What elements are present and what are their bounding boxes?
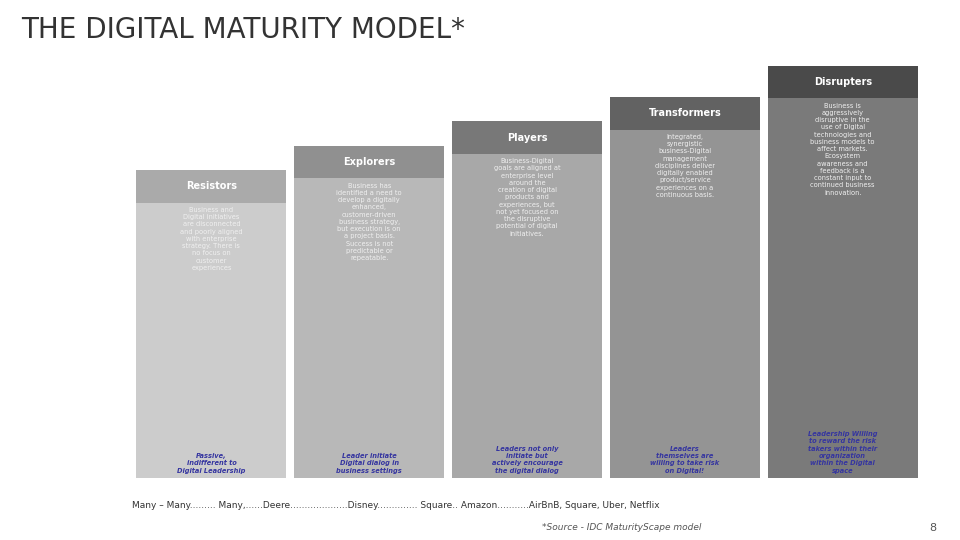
Text: Resistors: Resistors (186, 181, 237, 191)
Bar (768, 98, 918, 478)
Bar (294, 178, 444, 478)
Bar (136, 202, 286, 478)
Text: THE DIGITAL MATURITY MODEL*: THE DIGITAL MATURITY MODEL* (21, 16, 465, 44)
Text: Players: Players (507, 133, 547, 143)
Text: Business-Digital
goals are aligned at
enterprise level
around the
creation of di: Business-Digital goals are aligned at en… (493, 158, 561, 237)
Bar (452, 122, 602, 154)
Text: Explorers: Explorers (343, 157, 396, 167)
Bar (136, 170, 286, 202)
Text: Integrated,
synergistic
business-Digital
management
disciplines deliver
digitall: Integrated, synergistic business-Digital… (655, 134, 715, 198)
Text: Many – Many......... Many,......Deere....................Disney.............. Sq: Many – Many......... Many,......Deere...… (132, 501, 660, 510)
Text: Leaders not only
initiate but
actively encourage
the digital dialog: Leaders not only initiate but actively e… (492, 446, 563, 474)
Text: Business and
Digital initiatives
are disconnected
and poorly aligned
with enterp: Business and Digital initiatives are dis… (180, 207, 243, 271)
Bar (294, 146, 444, 178)
Text: Business is
aggressively
disruptive in the
use of Digital
technologies and
busin: Business is aggressively disruptive in t… (810, 103, 875, 195)
Text: Transformers: Transformers (649, 109, 721, 118)
Text: Leadership Willing
to reward the risk
takers within their
organization
within th: Leadership Willing to reward the risk ta… (808, 431, 877, 474)
Bar (768, 66, 918, 98)
Bar (610, 130, 760, 478)
Text: Leader initiate
Digital dialog in
business settings: Leader initiate Digital dialog in busine… (336, 453, 402, 474)
Text: Passive,
indifferent to
Digital Leadership: Passive, indifferent to Digital Leadersh… (178, 453, 246, 474)
Text: Disrupters: Disrupters (814, 77, 872, 87)
Bar (452, 154, 602, 478)
Text: Business has
identified a need to
develop a digitally
enhanced,
customer-driven
: Business has identified a need to develo… (336, 183, 402, 261)
Text: *Source - IDC MaturityScape model: *Source - IDC MaturityScape model (542, 523, 702, 532)
Text: Leaders
themselves are
willing to take risk
on Digital!: Leaders themselves are willing to take r… (650, 446, 719, 474)
Text: 8: 8 (929, 523, 936, 533)
Bar (610, 97, 760, 130)
